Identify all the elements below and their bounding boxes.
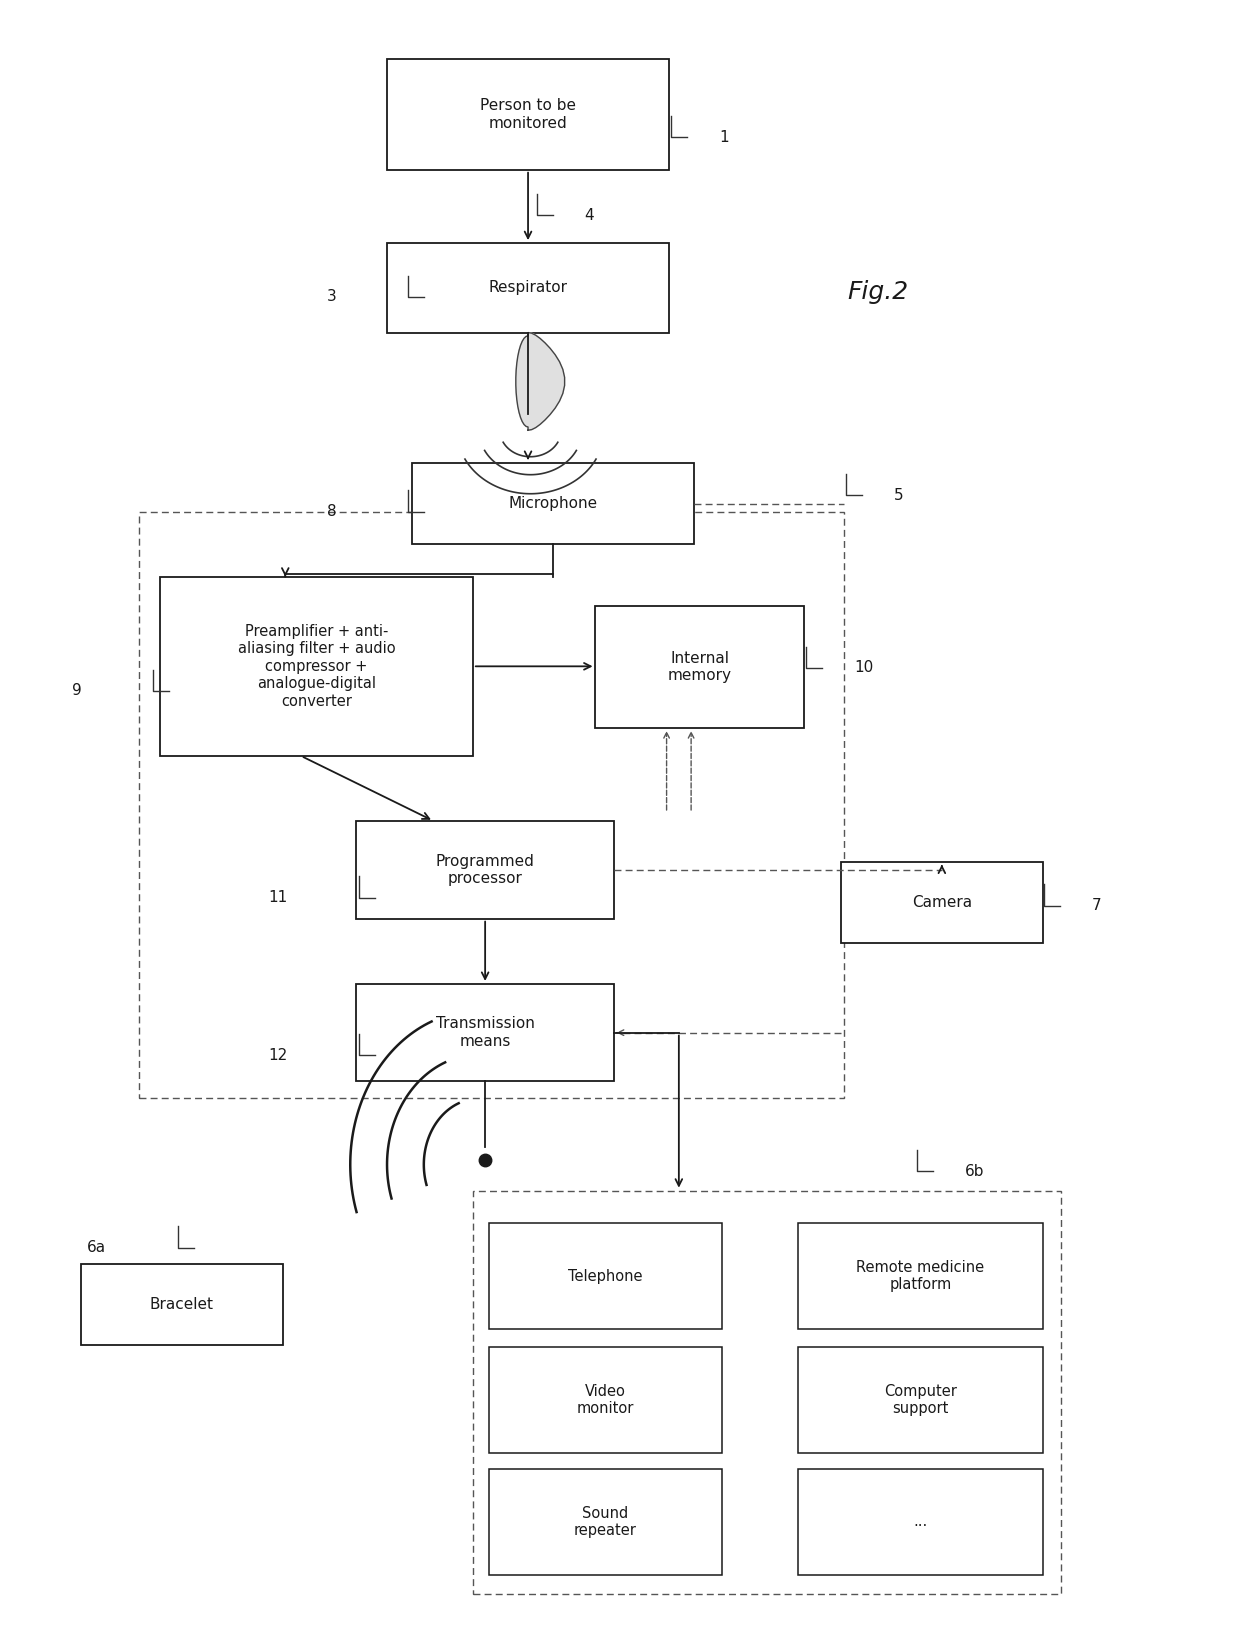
Text: 7: 7 bbox=[1092, 898, 1101, 913]
Text: Preamplifier + anti-
aliasing filter + audio
compressor +
analogue-digital
conve: Preamplifier + anti- aliasing filter + a… bbox=[238, 624, 396, 709]
FancyBboxPatch shape bbox=[356, 984, 614, 1082]
Text: Programmed
processor: Programmed processor bbox=[435, 854, 534, 887]
Text: ...: ... bbox=[914, 1514, 928, 1529]
Text: Remote medicine
platform: Remote medicine platform bbox=[857, 1259, 985, 1292]
FancyBboxPatch shape bbox=[81, 1264, 283, 1345]
FancyBboxPatch shape bbox=[797, 1223, 1043, 1328]
Text: Fig.2: Fig.2 bbox=[847, 279, 908, 304]
FancyBboxPatch shape bbox=[412, 463, 693, 544]
FancyBboxPatch shape bbox=[595, 606, 804, 727]
Text: 11: 11 bbox=[269, 890, 288, 905]
Text: 4: 4 bbox=[584, 209, 594, 223]
Text: Microphone: Microphone bbox=[508, 496, 598, 511]
Text: 12: 12 bbox=[269, 1048, 288, 1062]
Text: Computer
support: Computer support bbox=[884, 1384, 957, 1415]
FancyBboxPatch shape bbox=[489, 1346, 722, 1453]
FancyBboxPatch shape bbox=[160, 576, 472, 755]
FancyBboxPatch shape bbox=[841, 862, 1043, 943]
FancyBboxPatch shape bbox=[489, 1223, 722, 1328]
FancyBboxPatch shape bbox=[489, 1470, 722, 1575]
FancyBboxPatch shape bbox=[387, 243, 670, 333]
Text: Transmission
means: Transmission means bbox=[435, 1016, 534, 1049]
Text: 3: 3 bbox=[327, 289, 337, 304]
Text: Person to be
monitored: Person to be monitored bbox=[480, 99, 577, 131]
Text: 6b: 6b bbox=[965, 1164, 985, 1179]
Text: Internal
memory: Internal memory bbox=[667, 650, 732, 683]
Polygon shape bbox=[516, 333, 564, 430]
Text: Telephone: Telephone bbox=[568, 1269, 642, 1284]
FancyBboxPatch shape bbox=[387, 59, 670, 169]
Text: Respirator: Respirator bbox=[489, 281, 568, 296]
Text: Sound
repeater: Sound repeater bbox=[574, 1506, 636, 1539]
Text: 10: 10 bbox=[854, 660, 873, 675]
Text: Camera: Camera bbox=[911, 895, 972, 910]
Text: 6a: 6a bbox=[87, 1240, 107, 1254]
Text: 9: 9 bbox=[72, 683, 82, 698]
Text: 5: 5 bbox=[894, 488, 903, 502]
FancyBboxPatch shape bbox=[356, 821, 614, 918]
FancyBboxPatch shape bbox=[797, 1346, 1043, 1453]
Text: Video
monitor: Video monitor bbox=[577, 1384, 634, 1415]
FancyBboxPatch shape bbox=[797, 1470, 1043, 1575]
Text: 1: 1 bbox=[719, 130, 729, 144]
Text: Bracelet: Bracelet bbox=[150, 1297, 213, 1312]
Text: 8: 8 bbox=[327, 504, 337, 519]
